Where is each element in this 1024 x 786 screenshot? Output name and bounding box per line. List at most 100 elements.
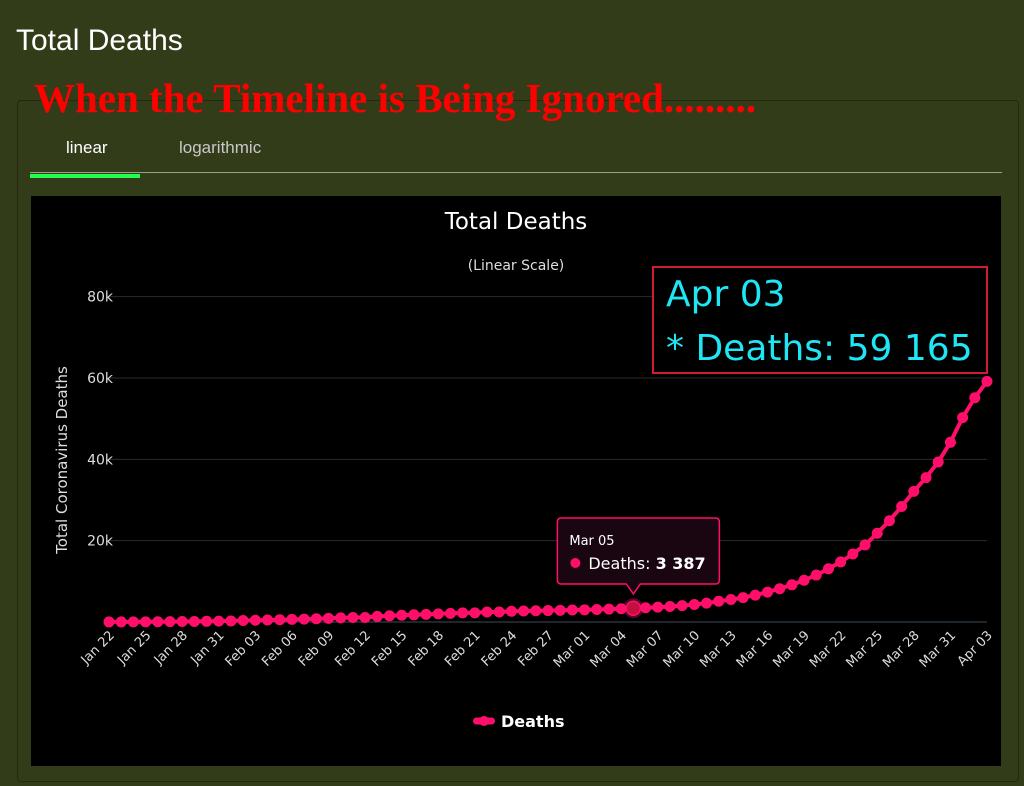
data-point[interactable] [444, 607, 456, 619]
data-point[interactable] [810, 569, 822, 581]
annotation-date: Apr 03 [666, 274, 786, 315]
data-point[interactable] [957, 412, 969, 424]
data-point[interactable] [115, 616, 127, 628]
x-tick-label: Mar 10 [661, 628, 704, 671]
total-deaths-chart: Total Deaths (Linear Scale) Total Corona… [53, 209, 996, 731]
data-point[interactable] [774, 583, 786, 595]
x-tick-label: Feb 09 [296, 628, 338, 670]
data-point[interactable] [164, 616, 176, 628]
data-point[interactable] [603, 603, 615, 615]
annotation-box: Apr 03 * Deaths: 59 165 [652, 266, 988, 374]
data-point[interactable] [542, 605, 554, 617]
data-point[interactable] [847, 548, 859, 560]
data-point[interactable] [518, 605, 530, 617]
tab-linear[interactable]: linear [66, 138, 108, 157]
data-point[interactable] [652, 601, 664, 613]
data-point[interactable] [274, 614, 286, 626]
tooltip-series-name: Deaths [588, 554, 645, 573]
data-point[interactable] [713, 595, 725, 607]
x-tick-label: Mar 19 [770, 628, 813, 671]
data-point[interactable] [908, 485, 920, 497]
data-point[interactable] [944, 436, 956, 448]
chart-container: Total Deaths (Linear Scale) Total Corona… [31, 196, 1001, 766]
data-point[interactable] [530, 605, 542, 617]
data-point[interactable] [615, 603, 627, 615]
data-point[interactable] [981, 375, 993, 387]
data-point[interactable] [566, 604, 578, 616]
data-point[interactable] [237, 615, 249, 627]
legend-marker [479, 716, 489, 726]
data-point[interactable] [469, 607, 481, 619]
data-point[interactable] [664, 601, 676, 613]
x-tick-label: Feb 24 [479, 628, 521, 670]
data-point[interactable] [201, 615, 213, 627]
data-point[interactable] [481, 606, 493, 618]
tooltip-value: 3 387 [656, 554, 706, 573]
data-point[interactable] [822, 563, 834, 575]
data-point[interactable] [249, 614, 261, 626]
tab-logarithmic[interactable]: logarithmic [179, 138, 262, 157]
data-point[interactable] [932, 456, 944, 468]
data-point[interactable] [298, 613, 310, 625]
data-point[interactable] [420, 608, 432, 620]
data-point[interactable] [835, 556, 847, 568]
data-point[interactable] [591, 603, 603, 615]
data-point[interactable] [152, 616, 164, 628]
data-point[interactable] [505, 605, 517, 617]
data-point[interactable] [103, 616, 115, 628]
legend[interactable]: Deaths [473, 712, 565, 731]
data-point[interactable] [762, 586, 773, 598]
data-point[interactable] [286, 613, 298, 625]
data-point[interactable] [432, 608, 444, 620]
data-point[interactable] [640, 602, 652, 614]
data-point[interactable] [396, 609, 408, 621]
data-point[interactable] [786, 579, 798, 591]
data-point[interactable] [127, 616, 139, 628]
data-point[interactable] [871, 527, 883, 539]
data-point[interactable] [371, 610, 383, 622]
y-tick-label: 60k [87, 371, 114, 387]
data-point[interactable] [493, 606, 505, 618]
data-point[interactable] [701, 597, 713, 609]
data-point[interactable] [140, 616, 152, 628]
tab-divider [30, 172, 1002, 173]
data-point[interactable] [676, 600, 688, 612]
data-point[interactable] [188, 615, 200, 627]
data-point[interactable] [213, 615, 225, 627]
data-point[interactable] [359, 611, 371, 623]
data-point[interactable] [798, 574, 810, 586]
data-point[interactable] [310, 613, 322, 625]
data-point[interactable] [859, 539, 871, 551]
data-point[interactable] [920, 472, 932, 484]
data-point[interactable] [969, 392, 981, 404]
data-point[interactable] [262, 614, 274, 626]
x-tick-label: Feb 27 [515, 628, 557, 670]
data-point[interactable] [579, 604, 591, 616]
hovered-point[interactable] [625, 600, 642, 616]
data-point[interactable] [896, 500, 908, 512]
data-point[interactable] [335, 612, 347, 624]
data-point[interactable] [457, 607, 469, 619]
data-point[interactable] [225, 615, 237, 627]
x-tick-label: Mar 04 [587, 628, 630, 671]
x-tick-label: Feb 21 [442, 628, 484, 670]
data-point[interactable] [554, 604, 566, 616]
data-point[interactable] [725, 593, 737, 605]
y-axis-ticks: 020k40k60k80k [87, 290, 114, 631]
data-point[interactable] [883, 515, 895, 527]
data-point[interactable] [347, 611, 359, 623]
y-axis-label: Total Coronavirus Deaths [53, 366, 71, 555]
data-point[interactable] [749, 589, 761, 601]
data-point[interactable] [383, 610, 395, 622]
tooltip-box [556, 517, 721, 596]
data-point[interactable] [323, 612, 334, 624]
data-point[interactable] [408, 609, 420, 621]
tooltip: Mar 05 Deaths: 3 387 [556, 517, 721, 596]
data-point[interactable] [176, 615, 188, 627]
x-tick-label: Mar 13 [697, 628, 740, 671]
deaths-series-points[interactable] [103, 375, 993, 628]
tooltip-series-marker [570, 558, 581, 568]
data-point[interactable] [737, 592, 749, 604]
data-point[interactable] [688, 599, 700, 611]
chart-panel [17, 100, 1019, 782]
